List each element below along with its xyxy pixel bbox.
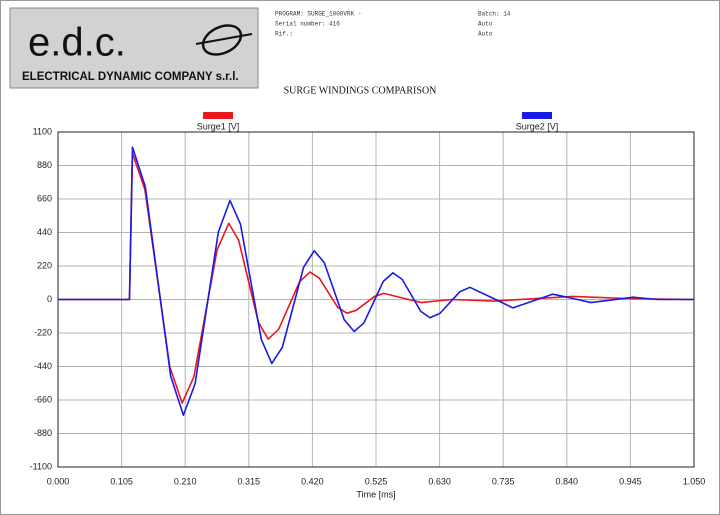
x-tick-label: 0.000 <box>47 476 70 486</box>
header-line: Rif.: <box>275 31 293 38</box>
x-tick-label: 0.735 <box>492 476 515 486</box>
y-tick-label: 0 <box>47 294 52 304</box>
chart-title: SURGE WINDINGS COMPARISON <box>284 85 437 96</box>
x-tick-label: 0.630 <box>428 476 451 486</box>
x-tick-label: 0.420 <box>301 476 324 486</box>
y-tick-label: 880 <box>37 160 52 170</box>
legend-swatch <box>203 112 233 119</box>
y-tick-label: 440 <box>37 227 52 237</box>
logo-mark: e.d.c. <box>28 21 126 65</box>
x-tick-label: 0.105 <box>110 476 133 486</box>
y-tick-label: -440 <box>34 361 52 371</box>
legend-label: Surge1 [V] <box>197 121 240 131</box>
x-axis-label: Time [ms] <box>356 489 395 499</box>
y-tick-label: -1100 <box>30 461 52 471</box>
series-line <box>58 146 694 417</box>
header-info: PROGRAM: SURGE_1000VRK - Serial number: 4… <box>275 11 511 38</box>
y-tick-label: 1100 <box>33 126 52 136</box>
legend-swatch <box>522 112 552 119</box>
y-tick-label: 660 <box>37 193 52 203</box>
header-line: Batch: 14 <box>478 11 511 18</box>
y-tick-label: 220 <box>37 260 52 270</box>
header-line: Auto <box>478 31 493 38</box>
x-tick-label: 1.050 <box>683 476 706 486</box>
logo-box <box>9 7 259 89</box>
x-tick-label: 0.945 <box>619 476 642 486</box>
y-tick-label: -220 <box>34 327 52 337</box>
y-tick-label: -880 <box>34 428 52 438</box>
header-line: Serial number: 416 <box>275 21 340 28</box>
logo: e.d.c. ELECTRICAL DYNAMIC COMPANY s.r.l. <box>9 7 259 89</box>
y-tick-label: -660 <box>34 394 52 404</box>
header-line: Auto <box>478 21 493 28</box>
x-tick-label: 0.840 <box>556 476 579 486</box>
x-tick-label: 0.210 <box>174 476 197 486</box>
logo-symbol-bar <box>195 33 253 45</box>
legend-label: Surge2 [V] <box>516 121 559 131</box>
header-line: PROGRAM: SURGE_1000VRK - <box>275 11 361 18</box>
plot: 1100 880 660 440 220 0 -220 -440 -660 -880 -1100 0.… <box>30 126 706 486</box>
logo-symbol <box>201 24 243 56</box>
logo-company: ELECTRICAL DYNAMIC COMPANY s.r.l. <box>22 71 239 83</box>
x-tick-label: 0.315 <box>238 476 261 486</box>
x-tick-label: 0.525 <box>365 476 388 486</box>
